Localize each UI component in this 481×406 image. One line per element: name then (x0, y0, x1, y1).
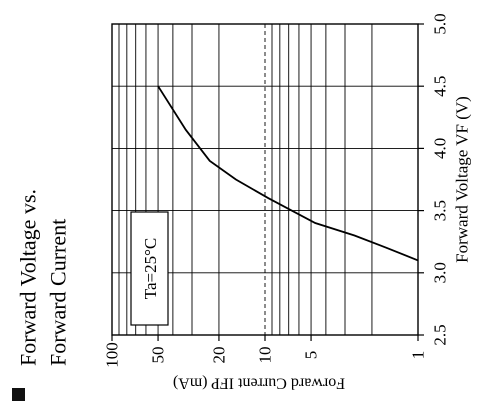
x-axis-label: Forward Voltage VF (V) (453, 96, 472, 263)
current-tick-label: 5 (302, 351, 321, 360)
annotation-frame (130, 211, 169, 326)
grid-lines (112, 24, 418, 335)
current-tick-label: 1 (409, 351, 428, 360)
current-tick-label: 100 (103, 342, 122, 368)
voltage-tick-label: 3.5 (431, 200, 450, 221)
y-axis-label: Forward Current IFP (mA) (173, 375, 345, 392)
plot-area: 2.5 3.0 3.5 4.0 4.5 5.0 1 5 10 20 50 100 (103, 13, 450, 367)
current-tick-label: 10 (256, 347, 275, 364)
voltage-tick-label: 2.5 (431, 324, 450, 345)
forward-voltage-curve (157, 85, 419, 262)
voltage-tick-label: 3.0 (431, 262, 450, 283)
bullet-square-icon (12, 388, 25, 401)
current-tick-label: 20 (209, 347, 228, 364)
voltage-tick-label: 5.0 (431, 13, 450, 34)
current-tick-label: 50 (149, 347, 168, 364)
voltage-tick-label: 4.0 (431, 138, 450, 159)
annotation-box: Ta=25°C (130, 211, 169, 326)
chart-title-line-1: Forward Voltage vs. (16, 189, 41, 366)
annotation-text: Ta=25°C (141, 238, 160, 299)
series-layer (157, 85, 419, 262)
ticks-layer: 2.5 3.0 3.5 4.0 4.5 5.0 1 5 10 20 50 100 (103, 13, 450, 367)
chart-title-line-2: Forward Current (46, 219, 71, 366)
voltage-tick-label: 4.5 (431, 76, 450, 97)
